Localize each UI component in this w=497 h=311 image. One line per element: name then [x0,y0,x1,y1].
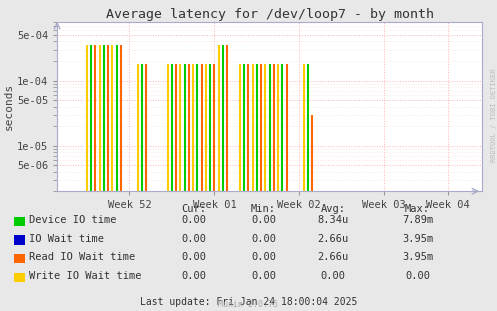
Title: Average latency for /dev/loop7 - by month: Average latency for /dev/loop7 - by mont… [106,7,433,21]
Text: 0.00: 0.00 [251,215,276,225]
Text: 2.66u: 2.66u [318,234,348,244]
Text: 0.00: 0.00 [181,271,206,281]
Text: Device IO time: Device IO time [29,215,116,225]
Text: 0.00: 0.00 [181,234,206,244]
Text: Min:: Min: [251,204,276,214]
Text: 0.00: 0.00 [321,271,345,281]
Text: 0.00: 0.00 [405,271,430,281]
Text: 3.95m: 3.95m [402,252,433,262]
Text: 0.00: 0.00 [181,252,206,262]
Text: 8.34u: 8.34u [318,215,348,225]
Text: Read IO Wait time: Read IO Wait time [29,252,135,262]
Text: 0.00: 0.00 [181,215,206,225]
Text: 0.00: 0.00 [251,234,276,244]
Text: Munin 2.0.75: Munin 2.0.75 [219,300,278,309]
Text: Avg:: Avg: [321,204,345,214]
Text: Last update: Fri Jan 24 18:00:04 2025: Last update: Fri Jan 24 18:00:04 2025 [140,297,357,307]
Y-axis label: seconds: seconds [4,83,14,130]
Text: Write IO Wait time: Write IO Wait time [29,271,141,281]
Text: Max:: Max: [405,204,430,214]
Text: 0.00: 0.00 [251,271,276,281]
Text: Cur:: Cur: [181,204,206,214]
Text: RRDTOOL / TOBI OETIKER: RRDTOOL / TOBI OETIKER [491,68,497,162]
Text: IO Wait time: IO Wait time [29,234,104,244]
Text: 7.89m: 7.89m [402,215,433,225]
Text: 2.66u: 2.66u [318,252,348,262]
Text: 0.00: 0.00 [251,252,276,262]
Text: 3.95m: 3.95m [402,234,433,244]
